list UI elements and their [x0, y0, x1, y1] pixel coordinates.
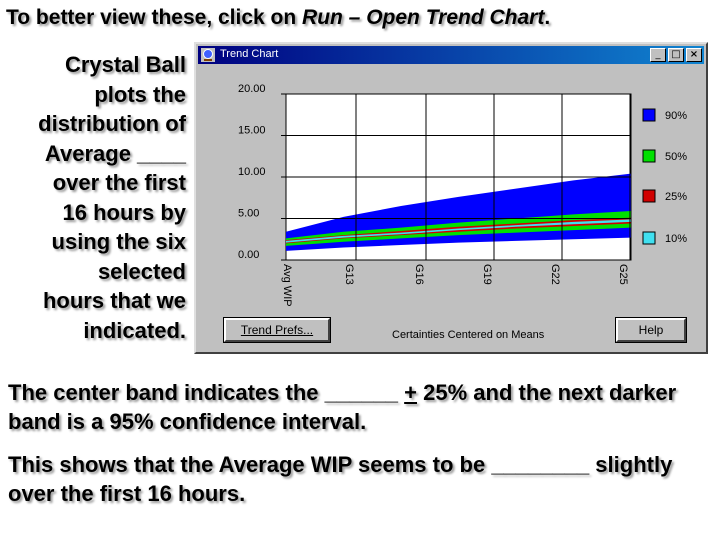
legend-label: 10%: [665, 233, 687, 245]
trend-chart: 20.00 15.00 10.00 5.00 0.00 Avg WIP G13 G16 G19…: [238, 83, 687, 307]
bottom-text-part: The center band indicates the ______: [8, 380, 405, 405]
band-10-area: [286, 219, 631, 243]
crystal-ball-app-icon: [201, 48, 215, 62]
x-ticks-layer: Avg WIP G13 G16 G19 G22 G25: [281, 264, 629, 307]
y-tick-label: 15.00: [238, 125, 266, 137]
legend-swatch: [642, 189, 656, 203]
side-text-line: hours that we: [42, 288, 186, 313]
side-text-line: Crystal Ball: [64, 52, 186, 77]
y-ticks-layer: 20.00 15.00 10.00 5.00 0.00: [238, 83, 266, 261]
trend-chart-window: Trend Chart _ □ × 20.00 15.00 10.00 5.00 0.0…: [194, 42, 708, 354]
bottom-text-confidence: The center band indicates the ______ + 2…: [8, 378, 718, 436]
title-bar[interactable]: Trend Chart _ □ ×: [198, 46, 704, 64]
legend-swatch: [642, 231, 656, 245]
chart-area: 20.00 15.00 10.00 5.00 0.00 Avg WIP G13 G16 G19…: [198, 66, 704, 312]
y-tick-label: 5.00: [238, 208, 259, 220]
headline-menu-path: Run – Open Trend Chart: [302, 6, 545, 29]
legend-label: 25%: [665, 191, 687, 203]
side-text: Crystal Ball plots the distribution of A…: [0, 50, 186, 345]
side-text-line: using the six: [51, 229, 186, 254]
x-tick-label: G22: [549, 264, 561, 285]
side-text-line: selected: [97, 258, 186, 284]
x-axis-title: Avg WIP: [281, 264, 293, 307]
side-text-line: distribution of: [38, 111, 186, 136]
side-text-line: 16 hours by: [62, 199, 186, 225]
x-tick-label: G13: [343, 264, 355, 285]
y-tick-label: 20.00: [238, 83, 266, 95]
maximize-button[interactable]: □: [668, 48, 684, 62]
help-button[interactable]: Help: [615, 317, 687, 343]
trend-prefs-label: Trend Prefs...: [240, 323, 314, 337]
bands-layer: [286, 173, 631, 251]
legend-label: 50%: [665, 151, 687, 163]
legend-swatch: [642, 149, 656, 163]
y-tick-label: 10.00: [238, 166, 266, 178]
headline-prefix: To better view these, click on: [6, 6, 303, 29]
side-text-line: Average ____: [44, 140, 186, 166]
bottom-text-part: 25% and the next darker band is a 95% co…: [8, 380, 677, 434]
headline-suffix: .: [544, 6, 551, 29]
side-text-line: indicated.: [83, 317, 186, 343]
legend: 90% 50% 25% 10%: [642, 108, 687, 245]
plus-minus-sign: +: [404, 380, 418, 405]
legend-label: 90%: [665, 110, 687, 122]
x-tick-label: G16: [413, 264, 425, 285]
minimize-button[interactable]: _: [650, 48, 666, 62]
x-tick-label: G25: [617, 264, 629, 285]
grid-layer: [281, 93, 631, 261]
y-tick-label: 0.00: [238, 249, 259, 261]
certainties-label: Certainties Centered on Means: [392, 329, 545, 341]
bottom-text-conclusion: This shows that the Average WIP seems to…: [8, 452, 673, 506]
window-title: Trend Chart: [220, 48, 279, 60]
headline: To better view these, click on Run – Ope…: [6, 6, 550, 30]
close-button[interactable]: ×: [686, 48, 702, 62]
trend-prefs-button[interactable]: Trend Prefs...: [223, 317, 331, 343]
side-text-line: plots the: [94, 81, 186, 107]
x-tick-label: G19: [481, 264, 493, 285]
side-text-line: over the first: [52, 170, 186, 195]
legend-swatch: [642, 108, 656, 122]
